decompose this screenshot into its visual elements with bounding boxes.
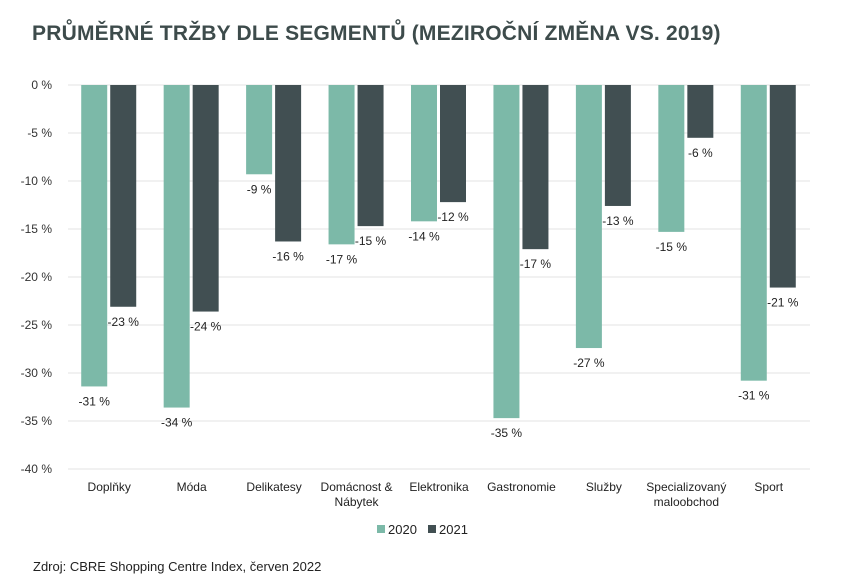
y-tick-label: -15 % — [21, 222, 53, 236]
bar-2021 — [357, 85, 384, 227]
data-label: -9 % — [247, 182, 272, 196]
bar-2020 — [740, 85, 767, 381]
legend-label-2021: 2021 — [439, 522, 468, 537]
data-label: -24 % — [190, 320, 222, 334]
bar-2020 — [81, 85, 108, 387]
y-tick-label: 0 % — [31, 78, 52, 92]
data-label: -34 % — [161, 416, 193, 430]
legend-swatch-2020 — [377, 525, 385, 533]
bar-2021 — [440, 85, 466, 203]
data-label: -6 % — [688, 146, 713, 160]
legend-label-2020: 2020 — [388, 522, 417, 537]
y-tick-label: -35 % — [21, 414, 53, 428]
x-tick-label: Sport — [754, 480, 783, 494]
bar-2021 — [522, 85, 549, 250]
bar-2020 — [328, 85, 355, 245]
bar-2020 — [163, 85, 190, 408]
data-label: -13 % — [602, 214, 634, 228]
y-tick-label: -20 % — [21, 270, 53, 284]
bar-2020 — [658, 85, 685, 232]
y-tick-label: -40 % — [21, 462, 53, 476]
bar-2021 — [687, 85, 714, 138]
data-label: -12 % — [437, 210, 469, 224]
data-label: -16 % — [272, 249, 304, 263]
data-label: -27 % — [573, 356, 605, 370]
bar-2021 — [275, 85, 302, 242]
data-label: -17 % — [520, 257, 552, 271]
data-label: -14 % — [408, 229, 440, 243]
bar-2020 — [411, 85, 437, 222]
source-note: Zdroj: CBRE Shopping Centre Index, červe… — [33, 559, 322, 574]
y-tick-label: -5 % — [27, 126, 52, 140]
x-tick-label: Elektronika — [409, 480, 469, 494]
y-tick-label: -30 % — [21, 366, 53, 380]
bar-2020 — [246, 85, 273, 175]
data-label: -35 % — [491, 426, 523, 440]
y-tick-label: -25 % — [21, 318, 53, 332]
bar-2020 — [575, 85, 602, 349]
data-label: -17 % — [326, 252, 358, 266]
y-tick-label: -10 % — [21, 174, 53, 188]
data-label: -31 % — [738, 389, 770, 403]
data-label: -15 % — [656, 240, 688, 254]
data-label: -15 % — [355, 234, 387, 248]
bar-2020 — [493, 85, 520, 419]
x-tick-label: Domácnost & Nábytek — [321, 480, 393, 509]
data-label: -31 % — [79, 394, 111, 408]
bar-2021 — [110, 85, 137, 307]
data-label: -21 % — [767, 296, 799, 310]
x-tick-label: Služby — [586, 480, 622, 494]
bar-2021 — [192, 85, 219, 312]
legend-swatch-2021 — [428, 525, 436, 533]
x-tick-label: Móda — [177, 480, 207, 494]
x-tick-label: Gastronomie — [487, 480, 556, 494]
chart-title: PRŮMĚRNÉ TRŽBY DLE SEGMENTŮ (MEZIROČNÍ Z… — [32, 22, 721, 45]
x-tick-label: Delikatesy — [246, 480, 301, 494]
bar-2021 — [769, 85, 796, 288]
data-label: -23 % — [108, 315, 140, 329]
x-tick-label: Doplňky — [88, 480, 131, 494]
x-tick-label: Specializovaný maloobchod — [646, 480, 726, 509]
bar-2021 — [604, 85, 631, 206]
